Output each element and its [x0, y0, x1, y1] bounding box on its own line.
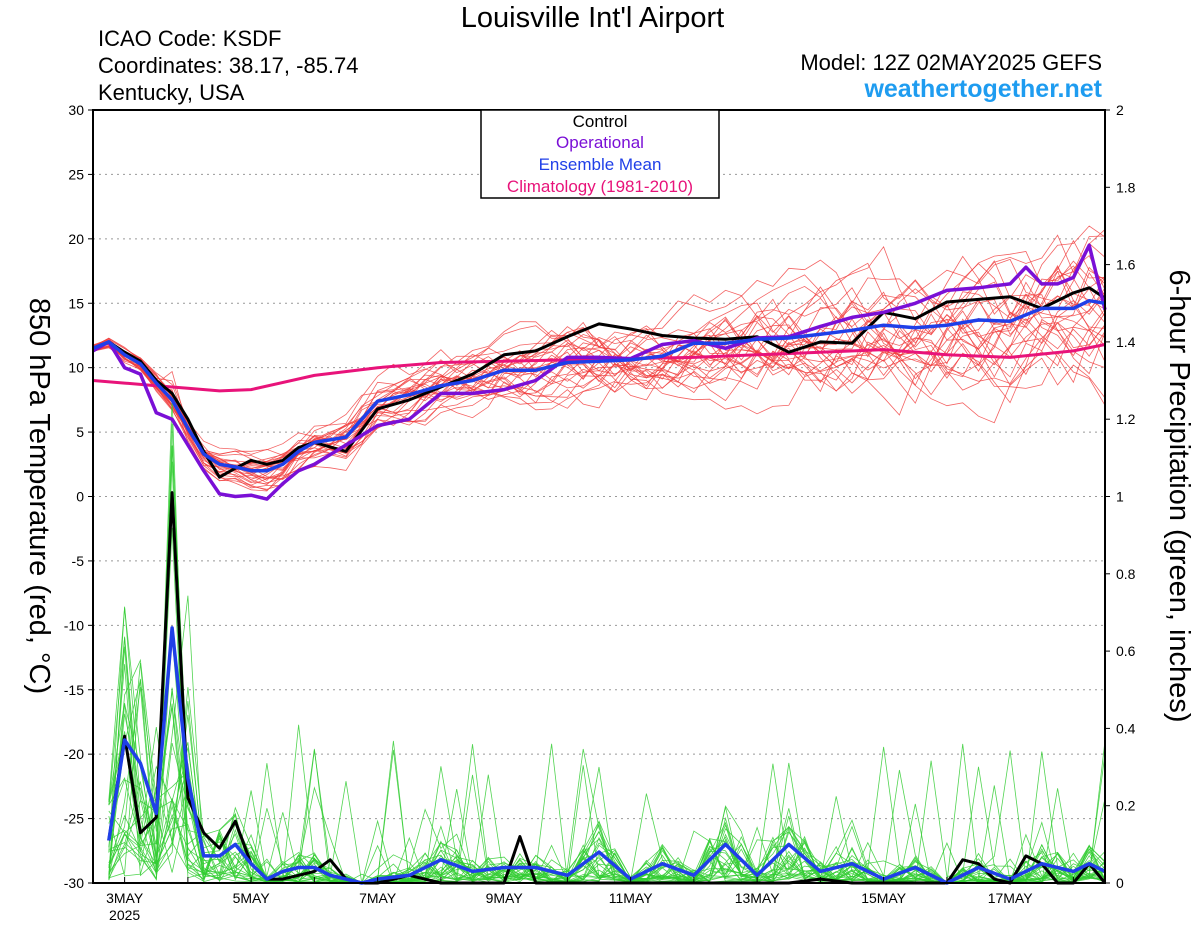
temperature-member-line — [92, 287, 1106, 466]
x-tick-label: 13MAY — [735, 890, 781, 906]
y-tick-label: 15 — [68, 295, 84, 311]
temperature-member-lines — [92, 225, 1106, 492]
y2-tick-label: 2 — [1116, 102, 1124, 118]
x-tick-label: 11MAY — [609, 890, 653, 906]
x-tick-label: 17MAY — [988, 890, 1034, 906]
x-tick-label: 15MAY — [861, 890, 907, 906]
legend-climatology: Climatology (1981-2010) — [507, 177, 693, 196]
legend-operational: Operational — [556, 133, 644, 152]
precipitation-member-line — [108, 636, 1106, 884]
coordinates: Coordinates: 38.17, -85.74 — [98, 53, 359, 78]
y-tick-label: -5 — [72, 553, 85, 569]
y2-tick-label: 1.2 — [1116, 411, 1136, 427]
region: Kentucky, USA — [98, 80, 245, 105]
y2-tick-label: 1.4 — [1116, 334, 1136, 350]
y-tick-label: 30 — [68, 102, 84, 118]
temperature-member-line — [92, 242, 1106, 486]
ensemble-mean-precip-line — [107, 626, 1106, 885]
temperature-member-line — [92, 263, 1106, 486]
legend: Control Operational Ensemble Mean Climat… — [480, 109, 720, 199]
operational-temp-line — [92, 243, 1107, 501]
precipitation-member-line — [108, 445, 1106, 884]
axis-ticks: 302520151050-5-10-15-20-25-3021.81.61.41… — [64, 102, 1136, 923]
y2-tick-label: 1.6 — [1116, 257, 1136, 273]
temperature-member-line — [92, 262, 1106, 484]
y-tick-label: -25 — [64, 811, 84, 827]
x-tick-label: 9MAY — [486, 890, 524, 906]
control-temp-line — [92, 286, 1106, 479]
precipitation-member-line — [108, 702, 1106, 884]
model-run: Model: 12Z 02MAY2025 GEFS — [800, 50, 1102, 75]
precipitation-member-line — [108, 423, 1106, 884]
y2-tick-label: 0 — [1116, 875, 1124, 891]
y-tick-label: 20 — [68, 231, 84, 247]
temperature-member-line — [92, 322, 1106, 469]
y2-tick-label: 0.2 — [1116, 798, 1136, 814]
site-link[interactable]: weathertogether.net — [864, 75, 1102, 103]
legend-ensemble-mean: Ensemble Mean — [539, 155, 662, 174]
temperature-member-line — [92, 229, 1106, 479]
precipitation-member-line — [108, 606, 1106, 884]
temperature-member-line — [92, 266, 1106, 476]
control-precip-line — [107, 491, 1107, 885]
precipitation-member-line — [108, 686, 1106, 884]
precipitation-member-line — [108, 744, 1106, 884]
precipitation-member-line — [108, 607, 1106, 884]
y2-tick-label: 0.8 — [1116, 566, 1136, 582]
chart-title: Louisville Int'l Airport — [460, 2, 725, 34]
y-tick-label: 5 — [76, 424, 84, 440]
y-tick-label: -30 — [64, 875, 84, 891]
y-tick-label: -10 — [64, 617, 84, 633]
x-tick-label: 3MAY — [106, 890, 144, 906]
precipitation-member-line — [108, 635, 1106, 884]
temperature-member-line — [92, 239, 1106, 489]
climatology-1981-2010-temp-line — [92, 343, 1106, 393]
y2-tick-label: 0.4 — [1116, 720, 1136, 736]
temperature-member-line — [92, 235, 1106, 481]
y2-tick-label: 0.6 — [1116, 643, 1136, 659]
y2-tick-label: 1.8 — [1116, 179, 1136, 195]
y2-tick-label: 1 — [1116, 489, 1124, 505]
y-axis-label: 850 hPa Temperature (red, °C) — [23, 298, 55, 694]
x-tick-label: 5MAY — [233, 890, 271, 906]
precipitation-member-line — [108, 496, 1106, 884]
x-year-label: 2025 — [109, 907, 140, 923]
series-lines — [92, 243, 1107, 885]
x-tick-label: 7MAY — [359, 890, 397, 906]
y-tick-label: -20 — [64, 746, 84, 762]
precipitation-member-line — [108, 637, 1106, 884]
precipitation-member-line — [108, 445, 1106, 884]
icao-code: ICAO Code: KSDF — [98, 26, 282, 51]
legend-box — [480, 109, 720, 199]
y-tick-label: 10 — [68, 360, 84, 376]
y2-axis-label: 6-hour Precipitation (green, inches) — [1163, 270, 1195, 723]
y-tick-label: 25 — [68, 166, 84, 182]
ensemble-mean-temp-line — [92, 298, 1106, 473]
legend-control: Control — [573, 112, 628, 131]
y-tick-label: -15 — [64, 682, 84, 698]
y-tick-label: 0 — [76, 489, 84, 505]
